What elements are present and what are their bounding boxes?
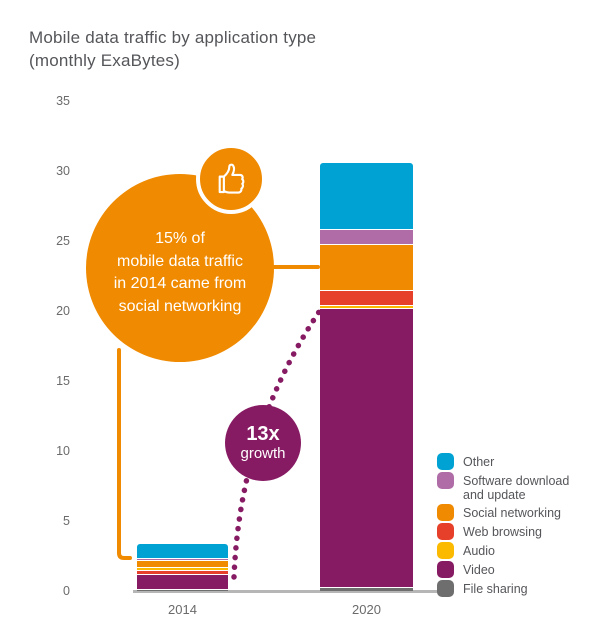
bar-segment-software [320,229,413,244]
bar-segment-file [137,588,228,591]
legend-swatch-audio [437,542,454,559]
legend-item-video: Video [437,561,593,578]
bar-segment-other [320,163,413,230]
y-tick-label: 30 [56,164,70,178]
growth-label: growth [240,445,286,462]
bar-segment-web [137,569,228,575]
growth-value: 13x [246,423,280,445]
legend-label: Audio [463,544,495,558]
y-tick-label: 0 [63,584,70,598]
thumbs-up-badge [196,144,266,214]
bar-segment-social [137,560,228,568]
legend-item-other: Other [437,453,593,470]
stacked-bar-2020 [320,163,413,591]
legend-label: Software download and update [463,474,570,502]
callout-connector-line [117,348,132,560]
bar-segment-audio [320,304,413,309]
bar-segment-social [320,243,413,290]
legend-item-web: Web browsing [437,523,593,540]
bar-segment-file [320,586,413,591]
thumbs-up-icon [218,163,245,194]
callout-line-1: 15% of [155,230,205,247]
bar-segment-video [320,308,413,587]
legend-swatch-web [437,523,454,540]
y-tick-label: 5 [63,514,70,528]
y-tick-label: 15 [56,374,70,388]
legend-item-social: Social networking [437,504,593,521]
bar-segment-video [137,574,228,589]
bar-segment-audio [137,567,228,570]
y-tick-label: 20 [56,304,70,318]
y-tick-label: 35 [56,94,70,108]
x-tick-label: 2020 [352,602,381,617]
chart-title: Mobile data traffic by application type [29,28,317,47]
x-tick-label: 2014 [168,602,197,617]
x-axis-line [133,590,438,593]
legend: Other Software download and update Social … [437,453,593,597]
y-tick-label: 25 [56,234,70,248]
legend-item-file: File sharing [437,580,593,597]
callout-line-2: mobile data traffic [116,252,243,270]
legend-label: File sharing [463,582,528,596]
legend-item-audio: Audio [437,542,593,559]
legend-swatch-video [437,561,454,578]
growth-callout-bubble: 13x growth [225,405,301,481]
legend-label: Video [463,563,495,577]
legend-item-software: Software download and update [437,472,593,502]
stacked-bar-2014 [137,544,228,591]
legend-swatch-other [437,453,454,470]
legend-swatch-social [437,504,454,521]
callout-line-4: social networking [118,297,242,315]
bar-segment-other [137,544,228,559]
legend-label: Other [463,455,495,469]
legend-swatch-software [437,472,454,489]
bar-segment-web [320,289,413,305]
y-tick-label: 10 [56,444,70,458]
legend-label: Web browsing [463,525,542,539]
social-callout-text: 15% of mobile data traffic in 2014 came … [114,228,247,318]
callout-line-3: in 2014 came from [113,275,247,292]
bar-segment-software [137,558,228,561]
chart-title-block: Mobile data traffic by application type … [29,26,316,72]
legend-swatch-file [437,580,454,597]
chart-subtitle: (monthly ExaBytes) [29,51,180,70]
legend-label: Social networking [463,506,561,520]
